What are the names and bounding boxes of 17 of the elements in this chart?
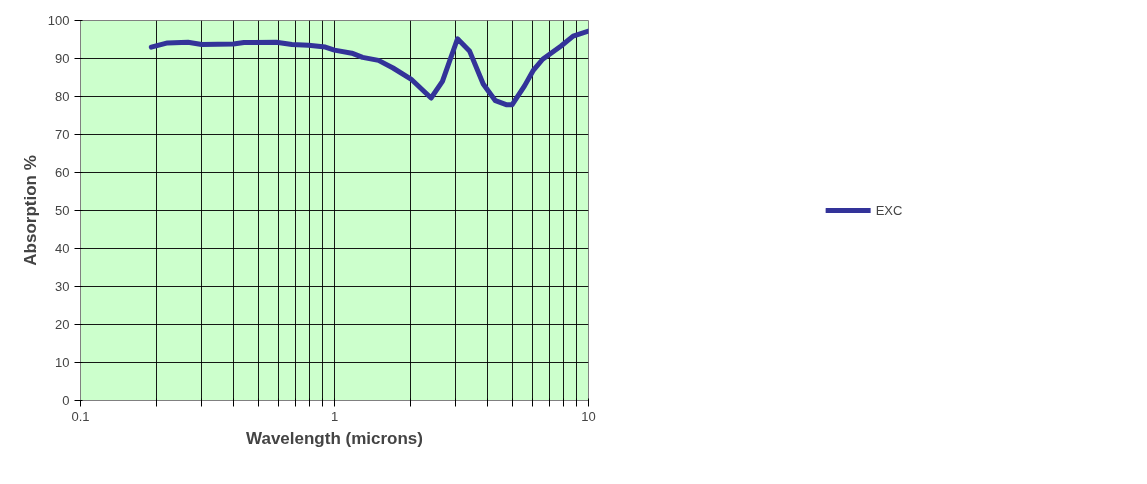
x-tick-label: 1 (330, 408, 339, 424)
y-tick-label: 10 (55, 355, 70, 370)
y-tick-label: 80 (55, 89, 70, 104)
x-tick-label: 10 (581, 408, 596, 424)
y-tick-label: 90 (55, 51, 70, 66)
y-tick-label: 20 (55, 317, 70, 332)
y-tick-label: 60 (55, 165, 70, 180)
y-tick-label: 40 (55, 241, 70, 256)
x-axis-title: Wavelength (microns) (246, 428, 423, 448)
y-tick-label: 70 (55, 127, 70, 142)
legend-label: EXC (875, 202, 903, 218)
y-tick-label: 50 (55, 203, 70, 218)
y-tick-label: 100 (47, 13, 70, 28)
y-tick-label: 0 (62, 393, 70, 408)
x-tick-label: 0.1 (71, 408, 90, 424)
y-tick-label: 30 (55, 279, 70, 294)
y-axis-title: Absorption % (20, 155, 40, 266)
